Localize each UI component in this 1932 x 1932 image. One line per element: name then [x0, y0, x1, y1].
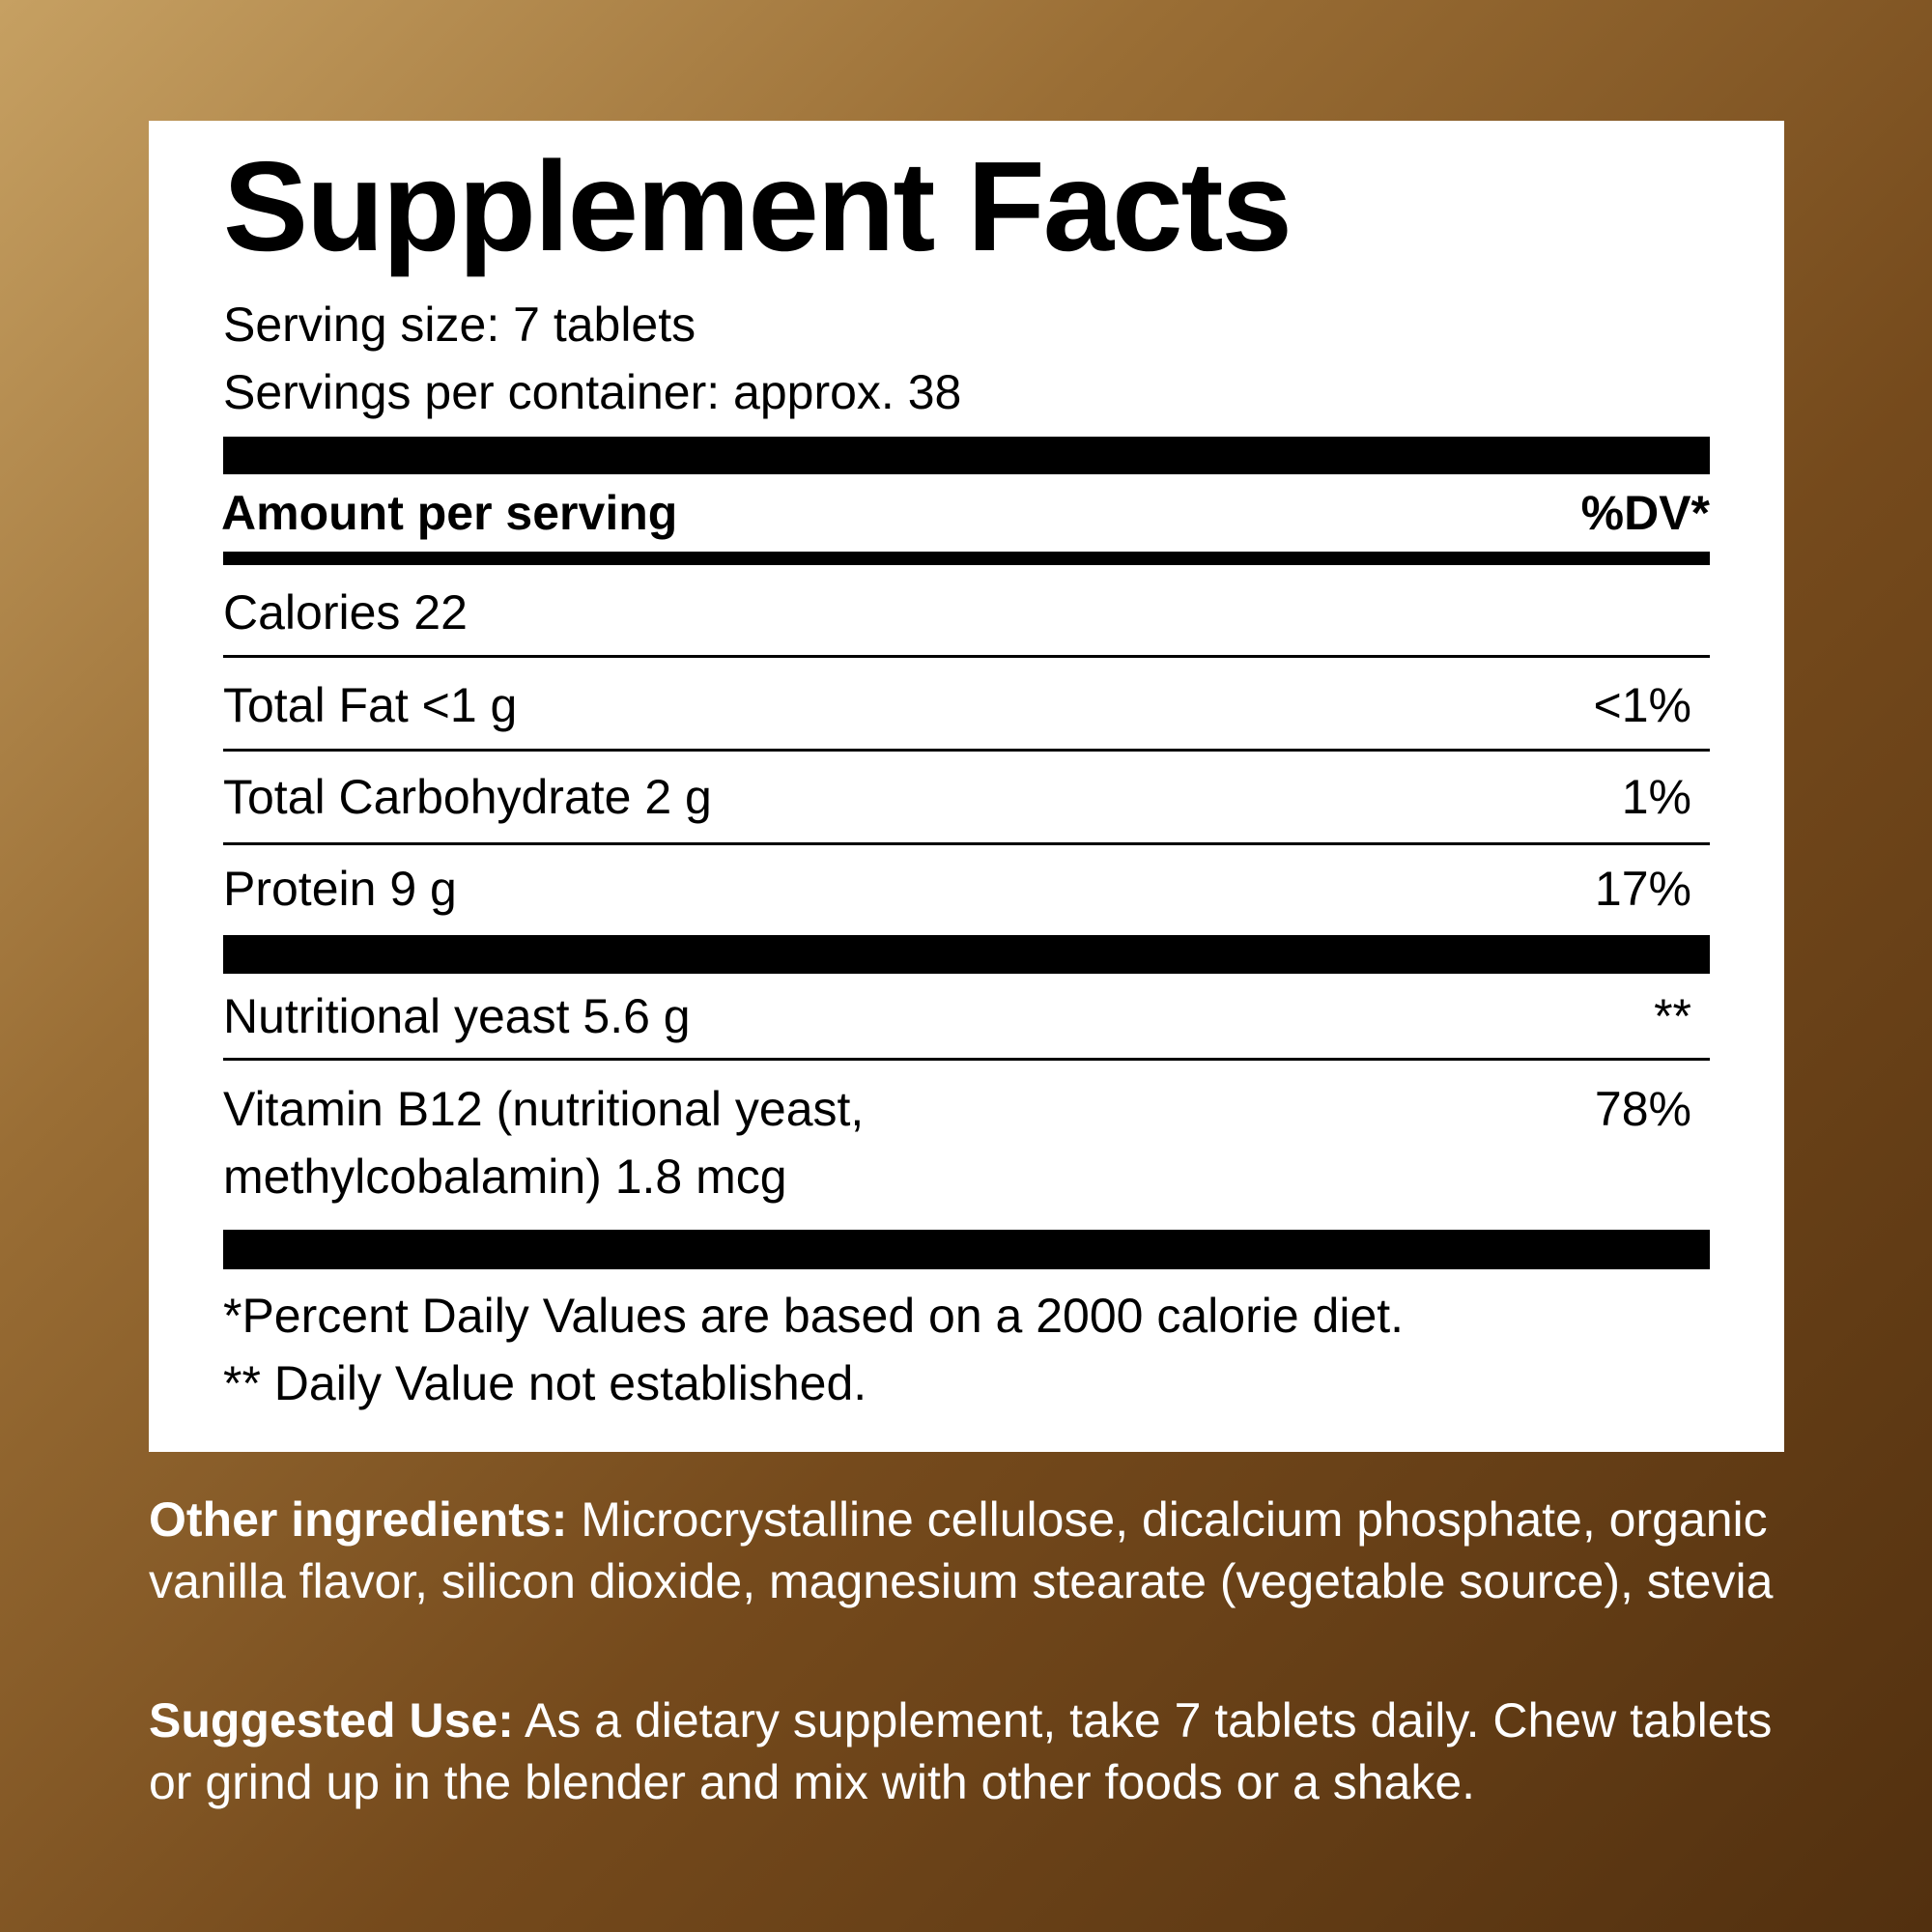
row-nutritional-yeast-dv: **	[1654, 989, 1691, 1043]
row-vitamin-b12-dv: 78%	[1594, 1082, 1691, 1136]
other-ingredients: Other ingredients: Microcrystalline cell…	[149, 1489, 1820, 1612]
row-nutritional-yeast: Nutritional yeast 5.6 g	[223, 989, 691, 1043]
divider-thin	[223, 842, 1710, 845]
divider-medium	[223, 552, 1710, 565]
divider-thin	[223, 655, 1710, 658]
divider-thin	[223, 749, 1710, 752]
serving-size: Serving size: 7 tablets	[223, 298, 696, 352]
suggested-use-label: Suggested Use:	[149, 1693, 514, 1747]
row-protein: Protein 9 g	[223, 862, 457, 916]
supplement-facts-panel: Supplement Facts Serving size: 7 tablets…	[149, 121, 1784, 1452]
row-total-carbohydrate-dv: 1%	[1621, 770, 1691, 824]
servings-per-container: Servings per container: approx. 38	[223, 365, 962, 419]
panel-title: Supplement Facts	[223, 135, 1293, 277]
row-protein-dv: 17%	[1594, 862, 1691, 916]
divider-thick	[223, 935, 1710, 974]
row-total-carbohydrate: Total Carbohydrate 2 g	[223, 770, 712, 824]
amount-per-serving-header: Amount per serving	[221, 486, 678, 540]
other-ingredients-label: Other ingredients:	[149, 1492, 568, 1547]
dv-header: %DV*	[1580, 486, 1710, 540]
suggested-use: Suggested Use: As a dietary supplement, …	[149, 1690, 1820, 1813]
row-calories: Calories 22	[223, 585, 468, 639]
suggested-use-text: As a dietary supplement, take 7 tablets …	[149, 1693, 1773, 1809]
divider-thick	[223, 437, 1710, 474]
row-vitamin-b12-line2: methylcobalamin) 1.8 mcg	[223, 1150, 787, 1204]
divider-thick	[223, 1230, 1710, 1269]
divider-thin	[223, 1058, 1710, 1061]
footnote-dv: *Percent Daily Values are based on a 200…	[223, 1289, 1405, 1343]
footnote-not-established: ** Daily Value not established.	[223, 1356, 867, 1410]
row-vitamin-b12-line1: Vitamin B12 (nutritional yeast,	[223, 1082, 865, 1136]
row-total-fat-dv: <1%	[1593, 678, 1691, 732]
other-ingredients-text: Microcrystalline cellulose, dicalcium ph…	[149, 1492, 1774, 1608]
row-total-fat: Total Fat <1 g	[223, 678, 518, 732]
